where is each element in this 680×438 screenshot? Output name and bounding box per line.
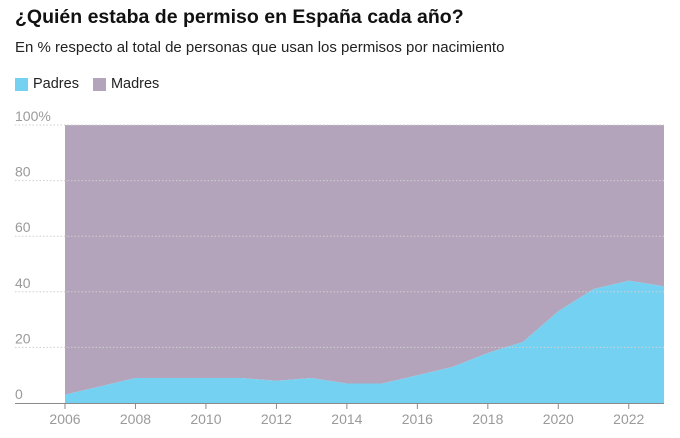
area-madres [65,125,664,395]
x-tick-label: 2016 [402,411,433,427]
x-tick-label: 2018 [472,411,503,427]
x-tick-label: 2022 [613,411,644,427]
y-tick-label: 20 [15,330,31,346]
x-tick-label: 2010 [190,411,221,427]
legend-swatch-padres [15,77,28,91]
y-tick-label: 60 [15,219,31,235]
chart-gridlines: 0 20 40 60 80 100% [15,108,664,402]
legend-swatch-madres [92,77,106,91]
chart-title: ¿Quién estaba de permiso en España cada … [15,6,464,28]
x-tick-label: 2006 [49,411,80,427]
area-padres [65,280,664,403]
x-tick-label: 2012 [261,411,292,427]
legend-item-padres: Padres [15,76,79,92]
chart-legend: Padres Madres [15,76,173,92]
chart-areas [65,125,664,403]
x-tick-label: 2014 [331,411,362,427]
x-axis: 2006 2008 2010 2012 2014 2016 2018 2020 2022 [15,403,664,427]
legend-label-madres: Madres [110,76,160,92]
chart-subtitle: En % respecto al total de personas que u… [15,39,505,56]
y-tick-label: 100% [15,108,51,124]
y-tick-label: 0 [15,386,23,402]
legend-item-madres: Madres [92,76,160,92]
y-tick-label: 40 [15,275,31,291]
x-tick-label: 2020 [543,411,574,427]
legend-label-padres: Padres [33,76,79,92]
y-tick-label: 80 [15,164,31,180]
x-tick-label: 2008 [120,411,151,427]
